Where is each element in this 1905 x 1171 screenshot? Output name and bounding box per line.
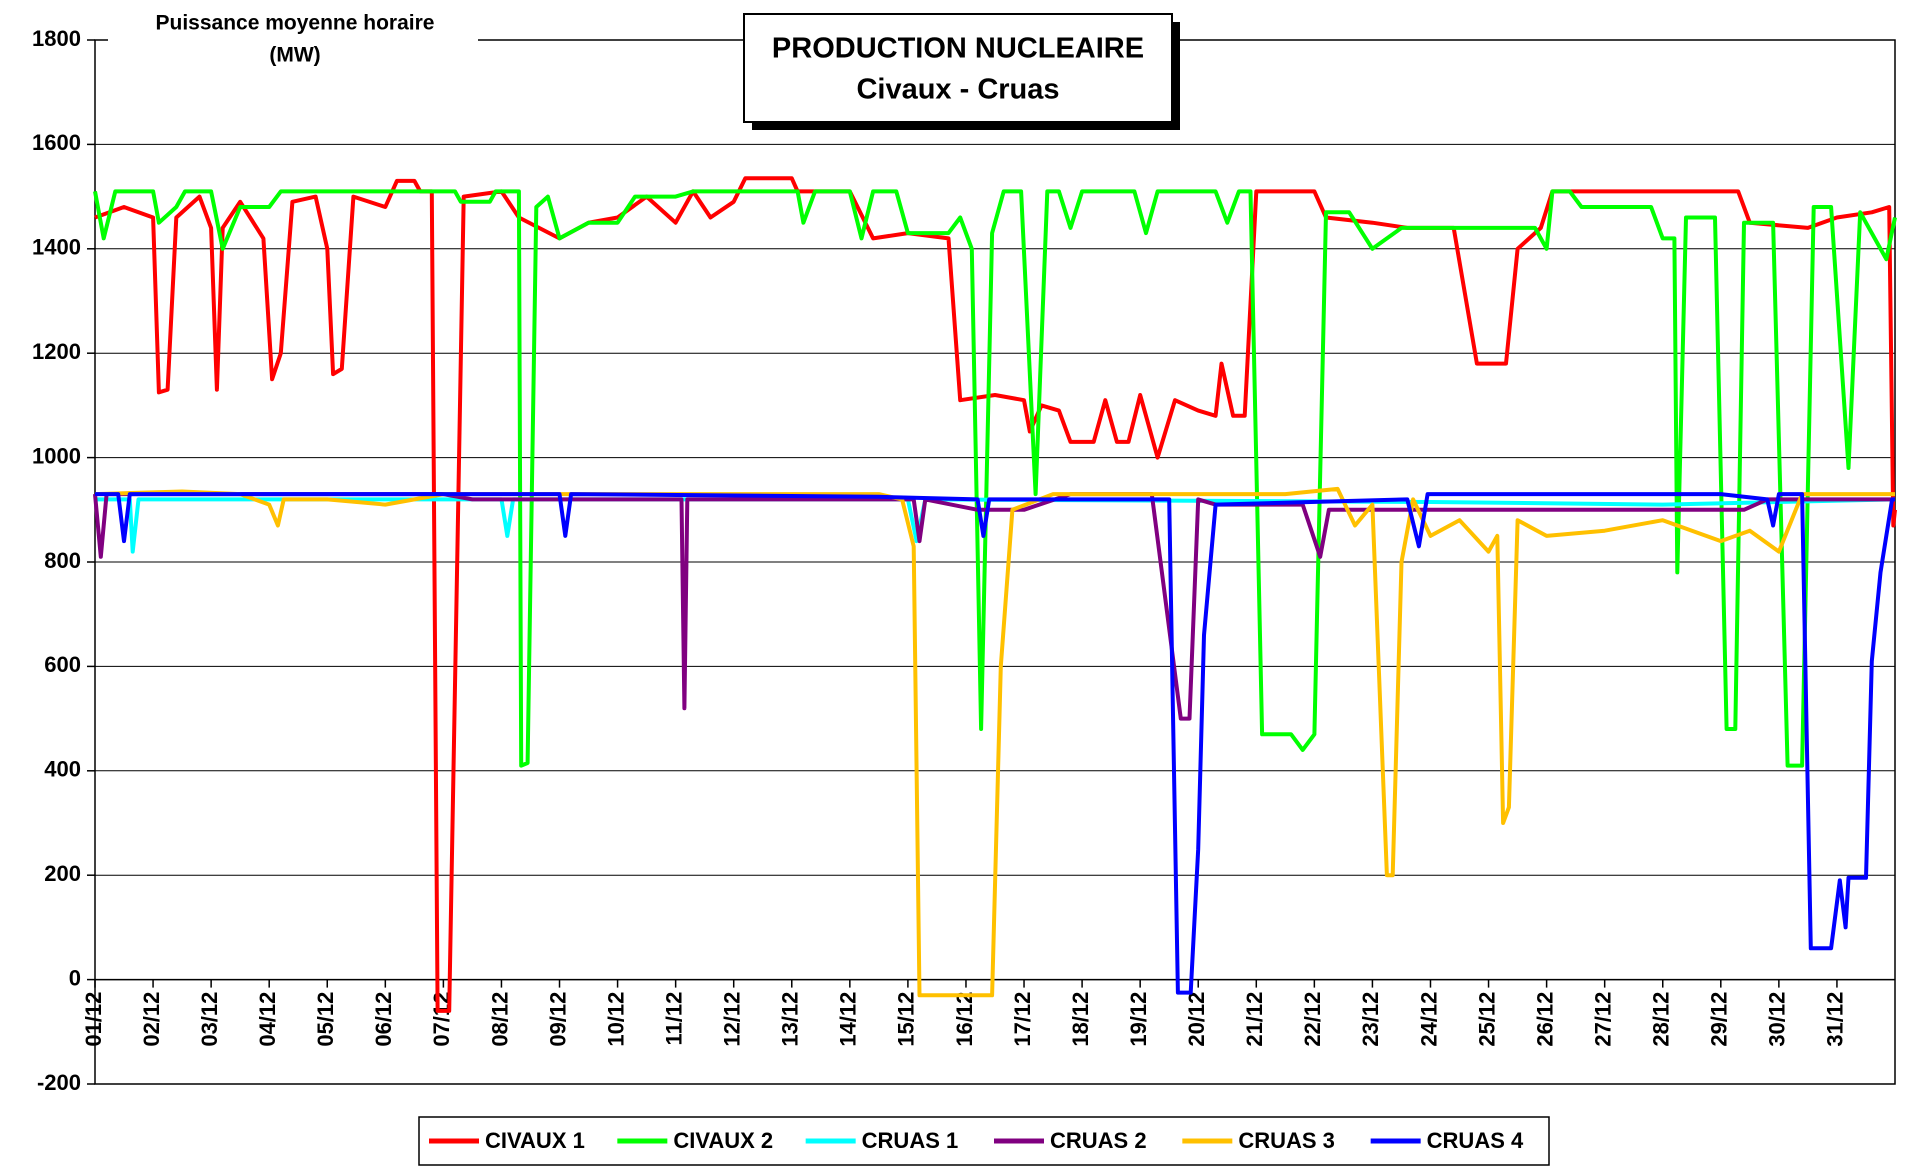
y-tick-label: 1600: [32, 130, 81, 155]
x-tick-label: 26/12: [1532, 992, 1557, 1047]
chart-subtitle: Civaux - Cruas: [856, 74, 1059, 106]
y-tick-label: 1400: [32, 235, 81, 260]
x-tick-label: 30/12: [1765, 992, 1790, 1047]
y-tick-label: 400: [44, 757, 81, 782]
title-box: [743, 13, 1173, 123]
x-tick-label: 02/12: [139, 992, 164, 1047]
y-tick-label: 200: [44, 861, 81, 886]
x-tick-label: 13/12: [778, 992, 803, 1047]
legend-label: CIVAUX 1: [485, 1128, 585, 1153]
y-tick-label: 1000: [32, 443, 81, 468]
x-tick-label: 19/12: [1126, 992, 1151, 1047]
legend-label: CRUAS 1: [862, 1128, 959, 1153]
series-line: [95, 492, 1895, 995]
y-tick-label: 1800: [32, 26, 81, 51]
legend-label: CRUAS 4: [1427, 1128, 1524, 1153]
chart-title: PRODUCTION NUCLEAIRE: [772, 33, 1144, 65]
x-tick-label: 20/12: [1184, 992, 1209, 1047]
legend-box: [418, 1116, 1550, 1166]
x-tick-label: 14/12: [836, 992, 861, 1047]
y-tick-label: 600: [44, 652, 81, 677]
series-line: [93, 492, 1895, 721]
x-tick-label: 01/12: [81, 992, 106, 1047]
x-tick-label: 28/12: [1649, 992, 1674, 1047]
x-tick-label: 11/12: [661, 992, 686, 1046]
x-tick-label: 22/12: [1300, 992, 1325, 1047]
y-axis-label: (MW): [269, 44, 320, 67]
y-axis-label: Puissance moyenne horaire: [156, 12, 435, 35]
y-label-bg: [108, 8, 478, 68]
x-tick-label: 31/12: [1823, 992, 1848, 1047]
x-tick-label: 29/12: [1707, 992, 1732, 1047]
x-tick-label: 06/12: [371, 992, 396, 1047]
x-tick-label: 05/12: [313, 992, 338, 1047]
x-tick-label: 18/12: [1068, 992, 1093, 1047]
x-tick-label: 08/12: [487, 992, 512, 1047]
legend-label: CRUAS 2: [1050, 1128, 1147, 1153]
legend-label: CIVAUX 2: [673, 1128, 773, 1153]
y-tick-label: 1200: [32, 339, 81, 364]
x-tick-label: 03/12: [197, 992, 222, 1047]
x-tick-label: 10/12: [603, 992, 628, 1047]
series-line: [93, 189, 1897, 768]
x-tick-label: 21/12: [1242, 992, 1267, 1047]
series-line: [94, 486, 1895, 998]
x-tick-label: 27/12: [1590, 992, 1615, 1047]
x-tick-label: 12/12: [720, 992, 745, 1047]
x-tick-label: 16/12: [952, 992, 977, 1047]
x-tick-label: 24/12: [1416, 992, 1441, 1047]
x-tick-label: 23/12: [1358, 992, 1383, 1047]
y-tick-label: -200: [37, 1070, 81, 1095]
x-tick-label: 17/12: [1010, 992, 1035, 1047]
x-tick-label: 25/12: [1474, 992, 1499, 1047]
x-tick-label: 15/12: [894, 992, 919, 1047]
y-tick-label: 800: [44, 548, 81, 573]
x-tick-label: 04/12: [255, 992, 280, 1047]
legend-label: CRUAS 3: [1238, 1128, 1335, 1153]
y-tick-label: 0: [69, 965, 81, 990]
x-tick-label: 09/12: [545, 992, 570, 1047]
